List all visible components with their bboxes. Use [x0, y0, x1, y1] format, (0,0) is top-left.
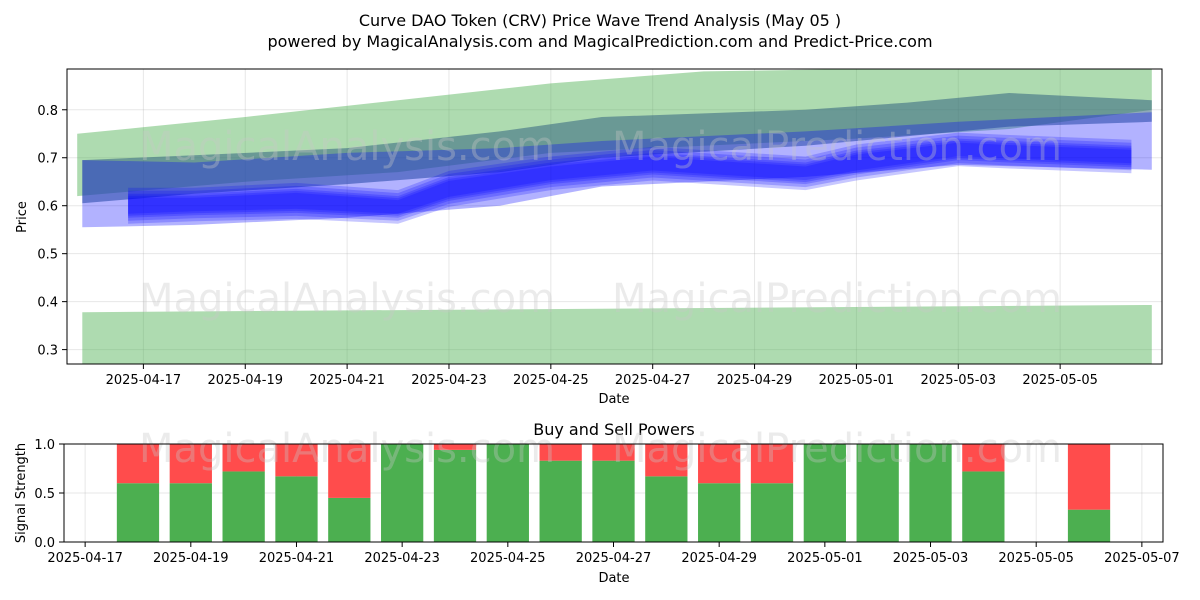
price-axes-frame	[66, 68, 1163, 365]
signal-y-tick-label: 0.5	[34, 487, 55, 502]
buy-bar	[116, 483, 160, 542]
price-y-ticks: 0.3 0.4 0.5 0.6 0.7 0.8	[37, 104, 67, 359]
chart-title: Curve DAO Token (CRV) Price Wave Trend A…	[359, 11, 841, 30]
buy-bar	[856, 444, 899, 542]
signal-x-tick-label: 2025-04-25	[470, 551, 546, 566]
signal-bars	[116, 444, 1111, 542]
signal-title: Buy and Sell Powers	[533, 420, 695, 439]
price-x-tick-label: 2025-04-17	[106, 373, 182, 388]
signal-x-tick-label: 2025-04-23	[364, 551, 440, 566]
price-x-tick-label: 2025-04-25	[513, 373, 589, 388]
signal-x-tick-label: 2025-05-03	[893, 551, 969, 566]
buy-bar	[169, 483, 212, 542]
sell-bar	[539, 444, 582, 461]
buy-bar	[381, 444, 424, 542]
signal-x-ticks: 2025-04-17 2025-04-19 2025-04-21 2025-04-23…	[47, 542, 1180, 566]
watermark-prediction: MagicalPrediction.com	[612, 276, 1062, 322]
watermark-analysis: MagicalAnalysis.com	[139, 124, 555, 170]
signal-x-tick-label: 2025-05-07	[1104, 551, 1180, 566]
watermark-analysis: MagicalAnalysis.com	[139, 276, 555, 322]
price-panel: MagicalAnalysis.com MagicalPrediction.co…	[15, 68, 1163, 407]
buy-bar	[962, 471, 1005, 542]
price-x-tick-label: 2025-05-05	[1022, 373, 1098, 388]
price-y-tick-label: 0.4	[37, 296, 58, 311]
price-watermarks: MagicalAnalysis.com MagicalPrediction.co…	[139, 124, 1062, 322]
price-y-label: Price	[15, 201, 30, 233]
sell-bar	[1067, 444, 1111, 510]
price-x-tick-label: 2025-05-03	[920, 373, 996, 388]
buy-bar	[486, 444, 529, 542]
price-y-tick-label: 0.5	[37, 248, 58, 263]
price-y-tick-label: 0.6	[37, 200, 58, 215]
sell-bar	[116, 444, 160, 484]
sell-bar	[962, 444, 1005, 472]
price-band-blue-core-wave-3	[128, 140, 1132, 216]
watermark-analysis: MagicalAnalysis.com	[139, 426, 555, 472]
buy-bar	[433, 449, 477, 542]
price-x-tick-label: 2025-05-01	[819, 373, 895, 388]
buy-bar	[750, 483, 794, 542]
price-x-tick-label: 2025-04-19	[207, 373, 283, 388]
watermark-prediction: MagicalPrediction.com	[612, 124, 1062, 170]
signal-x-tick-label: 2025-04-29	[681, 551, 757, 566]
signal-y-tick-label: 0.0	[34, 536, 55, 551]
signal-watermarks: MagicalAnalysis.com MagicalPrediction.co…	[139, 426, 1062, 472]
signal-x-tick-label: 2025-04-27	[576, 551, 652, 566]
price-band-blue-core-wave-2	[128, 138, 1132, 218]
buy-bar	[328, 497, 371, 542]
sell-bar	[645, 444, 688, 477]
sell-bar	[592, 444, 635, 461]
sell-bar	[275, 444, 318, 477]
signal-x-tick-label: 2025-04-21	[259, 551, 335, 566]
signal-x-tick-label: 2025-04-17	[47, 551, 123, 566]
buy-bar	[645, 476, 688, 542]
sell-bar	[433, 444, 477, 450]
buy-bar	[275, 476, 318, 542]
buy-bar	[909, 444, 952, 542]
watermark-prediction: MagicalPrediction.com	[612, 426, 1062, 472]
price-x-label: Date	[598, 392, 629, 407]
chart-subtitle: powered by MagicalAnalysis.com and Magic…	[267, 32, 932, 51]
signal-panel: Buy and Sell Powers MagicalAnalysis.com …	[14, 420, 1180, 586]
price-x-tick-label: 2025-04-27	[615, 373, 691, 388]
buy-bar	[803, 444, 846, 542]
signal-x-tick-label: 2025-05-05	[998, 551, 1074, 566]
buy-bar	[539, 460, 582, 542]
buy-bar	[698, 483, 741, 542]
signal-y-label: Signal Strength	[14, 443, 29, 543]
price-y-tick-label: 0.3	[37, 344, 58, 359]
price-band-steel-blue-band	[82, 93, 1152, 204]
price-y-tick-label: 0.8	[37, 104, 58, 119]
price-x-ticks: 2025-04-17 2025-04-19 2025-04-21 2025-04-23…	[106, 364, 1098, 388]
price-x-tick-label: 2025-04-29	[717, 373, 793, 388]
price-band-blue-core-wave-0	[128, 132, 1132, 224]
price-band-lower-green-band	[82, 305, 1152, 364]
signal-x-tick-label: 2025-04-19	[153, 551, 229, 566]
price-bands	[77, 69, 1152, 364]
sell-bar	[698, 444, 741, 484]
price-x-tick-label: 2025-04-23	[411, 373, 487, 388]
signal-y-tick-label: 1.0	[34, 438, 55, 453]
price-band-blue-wide-band	[82, 112, 1152, 228]
signal-y-ticks: 0.0 0.5 1.0	[34, 438, 64, 551]
sell-bar	[328, 444, 371, 498]
price-y-tick-label: 0.7	[37, 152, 58, 167]
signal-x-label: Date	[598, 571, 629, 586]
price-band-blue-core-wave-4	[128, 142, 1132, 214]
price-band-blue-core-wave-1	[128, 135, 1132, 221]
signal-x-tick-label: 2025-05-01	[787, 551, 863, 566]
price-x-tick-label: 2025-04-21	[309, 373, 385, 388]
sell-bar	[169, 444, 212, 484]
buy-bar	[1067, 509, 1111, 542]
sell-bar	[750, 444, 794, 484]
sell-bar	[222, 444, 265, 472]
buy-bar	[592, 460, 635, 542]
buy-bar	[222, 471, 265, 542]
